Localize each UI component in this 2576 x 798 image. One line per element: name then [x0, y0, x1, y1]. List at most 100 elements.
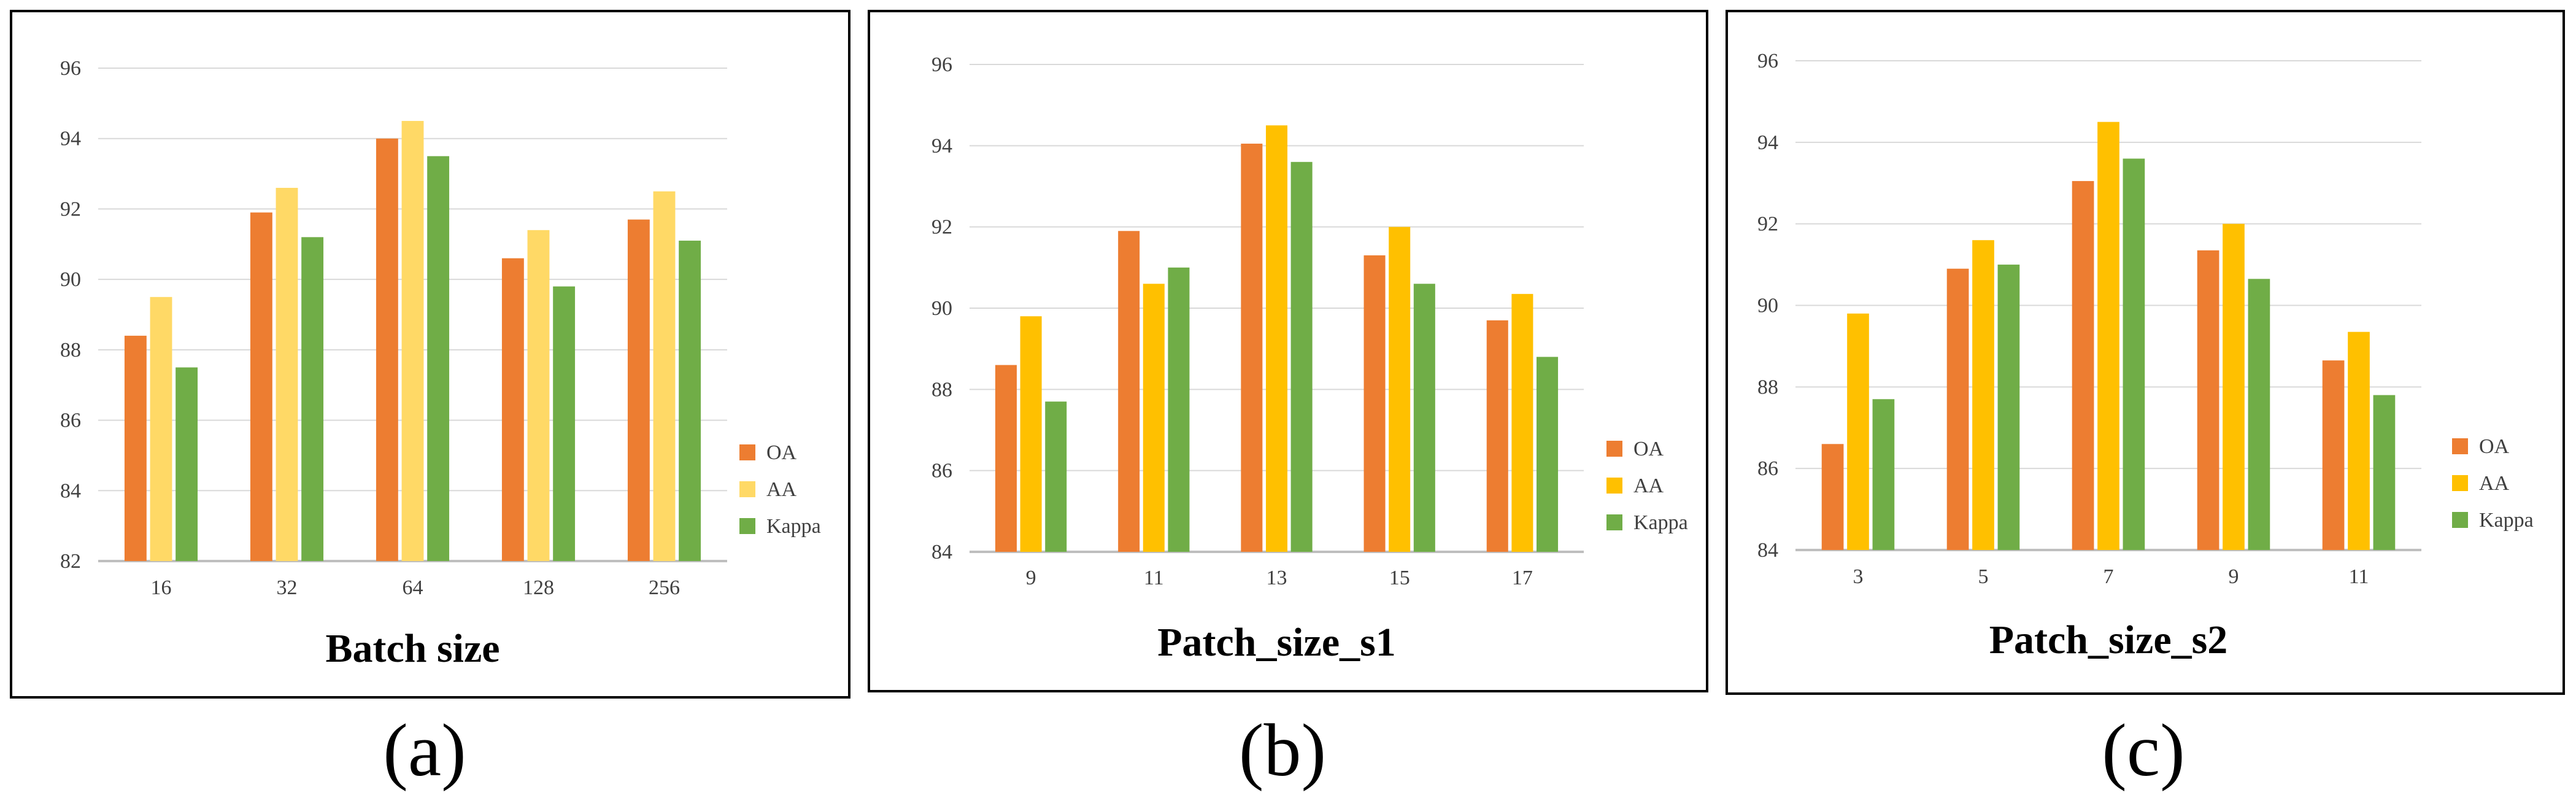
y-tick-label: 88: [1757, 376, 1778, 398]
bar-kappa-32: [301, 237, 324, 561]
x-tick-label: 5: [1978, 565, 1989, 588]
bar-kappa-11: [1168, 267, 1190, 552]
y-tick-label: 88: [931, 378, 952, 401]
legend-swatch-oa: [1606, 441, 1622, 457]
bar-oa-13: [1241, 144, 1263, 552]
legend-label-kappa: Kappa: [1633, 511, 1688, 534]
x-tick-label: 11: [1144, 567, 1164, 589]
bar-aa-3: [1847, 313, 1869, 550]
y-tick-label: 90: [60, 268, 81, 291]
bar-aa-5: [1972, 240, 1994, 550]
y-tick-label: 84: [60, 479, 81, 502]
bar-kappa-15: [1413, 284, 1435, 552]
chart-panel-a: 82 84 86 88 90 92 94 96 16 32 64 128 256 Batch size OA…: [10, 10, 850, 699]
bar-aa-9: [2223, 223, 2245, 551]
y-tick-label: 84: [931, 541, 952, 564]
y-tick-label: 92: [1757, 213, 1778, 236]
legend-swatch-oa: [739, 444, 755, 460]
bar-oa-7: [2072, 180, 2094, 550]
caption-c: (c): [2102, 709, 2185, 792]
x-tick-label: 9: [2229, 565, 2239, 588]
bar-kappa-128: [553, 286, 576, 561]
bar-kappa-5: [1997, 265, 2020, 550]
y-tick-label: 94: [1757, 131, 1778, 154]
chart-panel-c: 84 86 88 90 92 94 96 3 5 7 9 11 Patch_size_s2 OA AA Kap…: [1726, 10, 2565, 695]
bar-kappa-64: [427, 156, 450, 562]
y-tick-label: 86: [931, 460, 952, 482]
bar-oa-15: [1363, 255, 1386, 552]
legend-label-aa: AA: [1633, 475, 1664, 497]
y-tick-label: 82: [60, 550, 81, 573]
y-tick-label: 94: [931, 134, 952, 157]
x-tick-label: 17: [1512, 567, 1533, 589]
bar-oa-64: [376, 138, 398, 561]
caption-b: (b): [1238, 709, 1327, 792]
legend-swatch-kappa: [739, 518, 755, 534]
x-tick-label: 32: [277, 576, 298, 599]
bar-aa-17: [1511, 293, 1533, 552]
y-tick-label: 86: [1757, 457, 1778, 480]
legend-swatch-aa: [2452, 475, 2468, 491]
x-tick-label: 256: [649, 576, 680, 599]
bar-oa-17: [1486, 320, 1508, 552]
bar-kappa-3: [1872, 399, 1895, 550]
legend-label-kappa: Kappa: [766, 515, 821, 538]
bar-kappa-16: [175, 367, 198, 561]
y-tick-label: 88: [60, 339, 81, 362]
legend-label-oa: OA: [2479, 435, 2510, 458]
x-tick-label: 9: [1026, 567, 1036, 589]
bar-chart-patch-size-s2: 84 86 88 90 92 94 96 3 5 7 9 11 Patch_size_s2 OA AA Kap…: [1757, 50, 2534, 662]
y-tick-label: 96: [931, 53, 952, 76]
y-tick-label: 96: [60, 57, 81, 80]
bar-kappa-11: [2373, 395, 2396, 550]
bar-oa-5: [1946, 268, 1969, 550]
bar-chart-batch-size: 82 84 86 88 90 92 94 96 16 32 64 128 256 Batch size OA…: [60, 57, 821, 671]
x-tick-label: 13: [1267, 567, 1287, 589]
legend-label-oa: OA: [1633, 438, 1664, 460]
y-tick-label: 92: [931, 216, 952, 239]
bar-kappa-17: [1537, 357, 1559, 552]
legend-label-oa: OA: [766, 441, 797, 464]
legend-label-kappa: Kappa: [2479, 509, 2534, 532]
y-tick-label: 90: [1757, 295, 1778, 317]
bar-kappa-13: [1290, 161, 1313, 552]
bar-oa-11: [1118, 231, 1140, 552]
bar-aa-7: [2097, 122, 2119, 550]
legend-swatch-kappa: [2452, 512, 2468, 528]
y-tick-label: 94: [60, 128, 81, 150]
legend-swatch-aa: [1606, 478, 1622, 494]
bar-aa-11: [1143, 284, 1165, 552]
bar-aa-32: [276, 188, 298, 561]
bar-oa-3: [1821, 444, 1844, 550]
x-axis-title: Batch size: [325, 626, 499, 671]
y-tick-label: 96: [1757, 50, 1778, 72]
bar-oa-128: [501, 258, 524, 561]
bar-oa-11: [2322, 360, 2345, 550]
legend-label-aa: AA: [2479, 472, 2510, 495]
bar-oa-256: [627, 219, 650, 561]
bar-aa-11: [2348, 331, 2370, 550]
bar-aa-128: [527, 230, 550, 561]
legend-label-aa: AA: [766, 478, 797, 501]
bar-kappa-9: [1045, 401, 1067, 552]
bar-aa-9: [1020, 316, 1042, 552]
bar-aa-16: [150, 296, 172, 561]
bar-oa-9: [2197, 250, 2219, 550]
legend-swatch-kappa: [1606, 514, 1622, 530]
y-tick-label: 86: [60, 409, 81, 432]
x-tick-label: 7: [2104, 565, 2114, 588]
bar-oa-32: [250, 212, 272, 561]
bar-kappa-256: [679, 241, 701, 561]
bar-aa-15: [1389, 227, 1411, 552]
bar-chart-patch-size-s1: 84 86 88 90 92 94 96 9 11 13 15 17 Patch_size_s1 OA AA…: [931, 53, 1688, 665]
bar-aa-256: [653, 191, 676, 561]
bar-oa-16: [124, 335, 147, 561]
bar-oa-9: [995, 365, 1017, 552]
y-tick-label: 92: [60, 198, 81, 220]
bar-aa-13: [1265, 125, 1288, 552]
legend-swatch-aa: [739, 481, 755, 497]
x-tick-label: 128: [523, 576, 554, 599]
x-axis-title: Patch_size_s2: [1989, 618, 2228, 662]
legend-swatch-oa: [2452, 438, 2468, 454]
x-tick-label: 3: [1853, 565, 1864, 588]
